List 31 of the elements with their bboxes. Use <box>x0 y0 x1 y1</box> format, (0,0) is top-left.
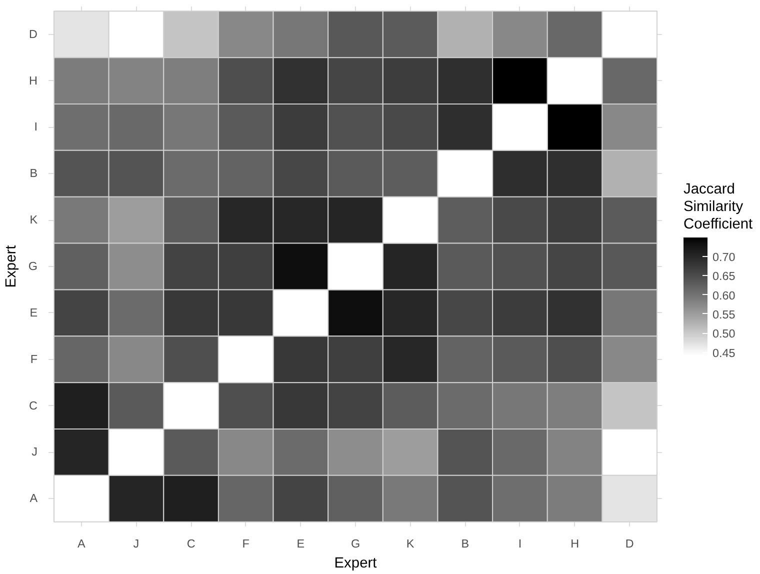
y-tick-label: B <box>30 167 38 180</box>
y-axis-title: Expert <box>3 245 20 288</box>
x-tick-label: D <box>625 538 634 550</box>
color-bar-label: 0.55 <box>712 308 736 322</box>
x-tick-label: F <box>242 538 250 550</box>
y-tick-label: D <box>29 28 38 41</box>
y-tick-label: C <box>29 399 38 412</box>
y-tick-label: G <box>28 260 38 273</box>
y-tick-label: J <box>32 446 38 459</box>
x-tick-label: K <box>406 538 414 550</box>
x-tick-label: G <box>350 538 360 550</box>
color-bar-label: 0.65 <box>712 270 736 284</box>
color-bar-label: 0.50 <box>712 328 736 341</box>
color-bar-title: Jaccard Similarity Coefficient <box>684 181 753 233</box>
x-tick-label: C <box>186 538 196 550</box>
y-tick-label: F <box>30 352 38 366</box>
x-tick-label: A <box>77 538 86 550</box>
x-tick-label: E <box>296 538 305 550</box>
color-bar-label: 0.60 <box>712 289 736 302</box>
x-tick-label: I <box>518 538 522 550</box>
y-tick-label: E <box>30 306 38 320</box>
y-tick-label: H <box>29 74 38 88</box>
color-bar-label: 0.70 <box>712 250 736 264</box>
color-bar-label: 0.45 <box>712 346 736 360</box>
x-axis-title: Expert <box>334 556 377 572</box>
x-tick-label: B <box>461 538 470 550</box>
y-tick-label: I <box>34 120 38 134</box>
y-tick-label: A <box>30 492 38 506</box>
x-tick-label: H <box>570 538 580 550</box>
x-tick-label: J <box>133 538 140 550</box>
y-tick-label: K <box>30 214 38 227</box>
